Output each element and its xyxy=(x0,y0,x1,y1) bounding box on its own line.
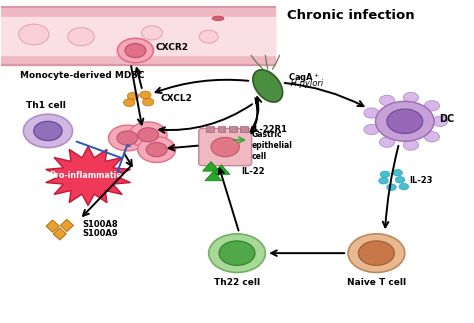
Circle shape xyxy=(399,183,409,190)
FancyBboxPatch shape xyxy=(199,128,252,166)
Polygon shape xyxy=(205,171,222,181)
Circle shape xyxy=(433,116,448,126)
Circle shape xyxy=(138,128,158,142)
Circle shape xyxy=(358,241,394,266)
Text: Th1 cell: Th1 cell xyxy=(26,101,65,110)
Circle shape xyxy=(118,38,154,63)
Polygon shape xyxy=(46,220,59,232)
Circle shape xyxy=(364,108,379,118)
Circle shape xyxy=(125,44,146,57)
Text: Th22 cell: Th22 cell xyxy=(214,277,260,287)
Circle shape xyxy=(142,26,162,40)
Text: Monocyte-derived MDSC: Monocyte-derived MDSC xyxy=(19,71,144,80)
Text: S100A8: S100A8 xyxy=(82,220,118,229)
Circle shape xyxy=(211,137,239,157)
Bar xyxy=(218,126,225,131)
Circle shape xyxy=(403,92,419,103)
Circle shape xyxy=(393,170,402,176)
Text: IL-23: IL-23 xyxy=(410,176,433,185)
Text: CXCR2: CXCR2 xyxy=(155,44,188,52)
Circle shape xyxy=(129,122,167,148)
Circle shape xyxy=(380,95,395,106)
Circle shape xyxy=(379,178,388,184)
Circle shape xyxy=(18,24,49,45)
Circle shape xyxy=(146,142,167,157)
Text: CXCL2: CXCL2 xyxy=(160,94,192,103)
Text: Pro-inflammation: Pro-inflammation xyxy=(49,172,128,181)
Text: IL-22R1: IL-22R1 xyxy=(252,125,288,134)
Circle shape xyxy=(424,132,439,142)
Circle shape xyxy=(395,177,405,183)
Text: H.pylori: H.pylori xyxy=(288,79,323,88)
Circle shape xyxy=(124,99,135,107)
Circle shape xyxy=(23,114,73,148)
Bar xyxy=(206,126,214,131)
Polygon shape xyxy=(213,165,230,174)
Bar xyxy=(240,126,248,131)
Polygon shape xyxy=(46,146,130,205)
Circle shape xyxy=(138,137,175,162)
Polygon shape xyxy=(53,228,66,240)
Ellipse shape xyxy=(212,16,224,21)
Circle shape xyxy=(387,109,423,133)
Circle shape xyxy=(199,30,218,43)
Bar xyxy=(229,126,237,131)
Circle shape xyxy=(219,241,255,266)
Text: DC: DC xyxy=(439,114,454,124)
Circle shape xyxy=(34,121,62,141)
Circle shape xyxy=(348,234,405,273)
Circle shape xyxy=(403,140,419,150)
Circle shape xyxy=(109,125,146,151)
Circle shape xyxy=(380,171,390,178)
Text: Gastric
epithelial
cell: Gastric epithelial cell xyxy=(252,130,292,161)
Text: Chronic infection: Chronic infection xyxy=(287,9,414,22)
Text: Naive T cell: Naive T cell xyxy=(347,277,406,287)
Text: IL-22: IL-22 xyxy=(242,167,265,176)
Circle shape xyxy=(140,91,151,99)
Circle shape xyxy=(387,184,396,191)
Ellipse shape xyxy=(253,70,283,102)
Circle shape xyxy=(424,101,439,111)
Circle shape xyxy=(380,137,395,147)
Circle shape xyxy=(364,124,379,135)
Circle shape xyxy=(68,28,94,46)
Circle shape xyxy=(117,131,138,145)
Circle shape xyxy=(375,101,434,141)
Circle shape xyxy=(209,234,265,273)
Circle shape xyxy=(143,98,154,106)
Text: CagA$^+$: CagA$^+$ xyxy=(288,71,319,85)
Polygon shape xyxy=(202,162,219,171)
Text: S100A9: S100A9 xyxy=(82,229,118,238)
Polygon shape xyxy=(60,219,73,232)
Circle shape xyxy=(128,92,139,100)
